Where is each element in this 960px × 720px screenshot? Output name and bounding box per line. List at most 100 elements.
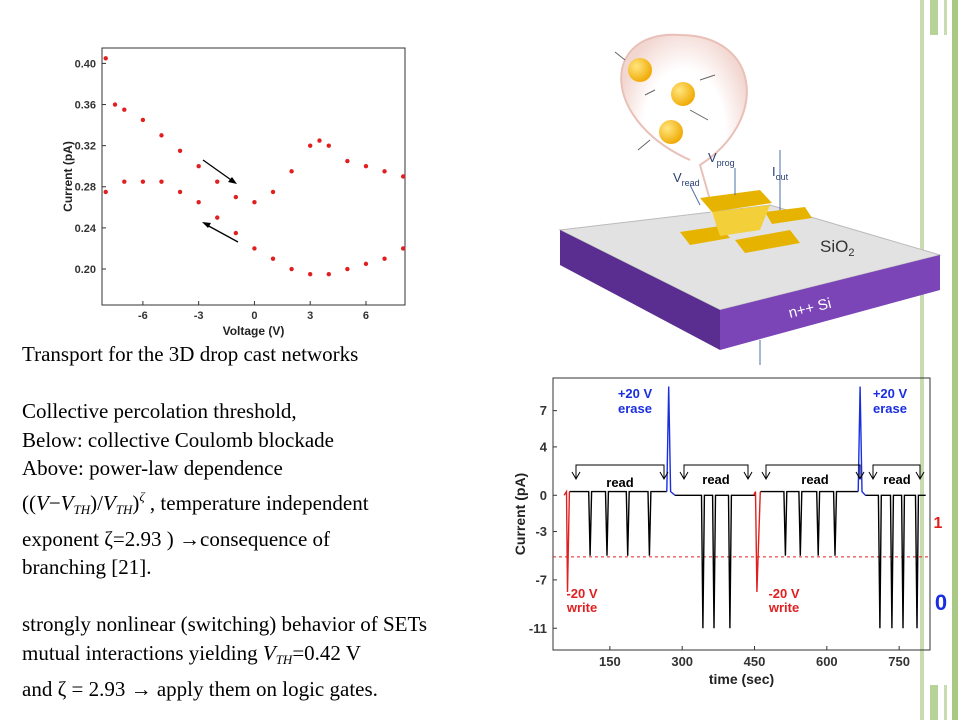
data-point (233, 194, 239, 200)
data-point (345, 266, 350, 272)
data-point (140, 179, 146, 184)
annotation: read (606, 475, 634, 490)
data-point (177, 189, 183, 195)
data-point (103, 189, 108, 195)
text-block: Transport for the 3D drop cast networks … (22, 340, 562, 703)
stripe (952, 0, 958, 720)
x-tick-label: 600 (816, 654, 838, 669)
data-point (159, 133, 164, 138)
x-axis-label: Voltage (V) (223, 324, 285, 338)
text-line: Collective percolation threshold, (22, 399, 297, 424)
y-axis-label: Current (pA) (512, 473, 528, 555)
data-point (122, 107, 127, 112)
x-axis-label: time (sec) (709, 671, 774, 687)
bracket-arrow (761, 471, 865, 481)
label: I (772, 164, 776, 179)
x-tick-label: -3 (194, 310, 204, 322)
data-point (177, 148, 183, 153)
bracket (683, 464, 749, 478)
arrow (202, 159, 235, 183)
text-line: Transport for the 3D drop cast networks (22, 342, 359, 366)
y-tick-label: -7 (535, 572, 547, 587)
label: SiO (820, 237, 848, 256)
data-point (215, 215, 220, 220)
annotation: 0 (935, 590, 947, 615)
bracket-arrow (868, 471, 925, 481)
text-line: exponent ζ=2.93 ) →consequence of (22, 526, 331, 551)
bracket-arrow (571, 471, 669, 481)
y-tick-label: 0.24 (75, 223, 97, 235)
data-point (252, 246, 257, 251)
annotation: +20 V (873, 386, 908, 401)
text-line: branching [21]. (22, 555, 152, 580)
data-line (666, 386, 866, 496)
text: − (48, 490, 61, 515)
data-point (270, 189, 276, 195)
annotation: -20 V (768, 586, 799, 601)
x-tick-label: 0 (251, 310, 257, 322)
device-diagram (558, 33, 942, 365)
data-point (400, 174, 406, 179)
label: read (682, 178, 700, 188)
y-tick-label: 0.36 (75, 99, 96, 111)
annotation: read (801, 472, 829, 487)
label: V (673, 170, 682, 185)
y-tick-label: 0.40 (75, 58, 96, 70)
data-point (196, 164, 201, 169)
text: TH (275, 651, 293, 667)
data-line (563, 489, 761, 593)
y-tick-label: 4 (540, 439, 548, 454)
data-point (289, 169, 294, 174)
diagram-label: SiO2 (820, 237, 854, 259)
x-tick-label: 3 (307, 310, 313, 322)
data-point (363, 261, 369, 267)
data-point (215, 179, 220, 184)
stripe (920, 0, 924, 720)
annotation: read (883, 472, 911, 487)
label: 2 (848, 247, 854, 259)
x-tick-label: 750 (888, 654, 910, 669)
x-tick-label: 300 (671, 654, 693, 669)
data-point (112, 102, 118, 107)
text: ) (132, 490, 140, 515)
data-point (233, 230, 239, 236)
data-point (317, 138, 322, 143)
bracket (872, 464, 921, 478)
annotation: -20 V (566, 586, 597, 601)
text: mutual interactions yielding (22, 640, 263, 665)
plot-frame (101, 47, 406, 306)
arrow-head (228, 177, 237, 184)
arrow-head (202, 222, 211, 228)
text-line: and ζ = 2.93 → apply them on logic gates… (22, 676, 378, 701)
text-line: Above: power-law dependence (22, 456, 283, 481)
stripe-cover (925, 35, 949, 685)
bracket (765, 464, 861, 478)
data-point (140, 117, 146, 123)
text: , temperature independent (144, 490, 369, 515)
text-line: mutual interactions yielding VTH=0.42 V (22, 639, 562, 675)
data-point (103, 56, 108, 61)
data-point (345, 158, 350, 164)
text: V (36, 490, 49, 515)
data-point (196, 200, 201, 205)
y-axis-label: Current (pA) (61, 141, 75, 212)
text: V (102, 490, 116, 515)
y-tick-label: -11 (529, 621, 547, 636)
bracket (575, 464, 665, 478)
annotation: read (702, 472, 730, 487)
label: out (776, 172, 789, 182)
text: V (60, 490, 74, 515)
annotation: erase (873, 401, 907, 416)
bracket-arrow (679, 471, 753, 481)
text: (( (22, 490, 36, 515)
y-tick-label: 0 (540, 488, 547, 503)
text-line: Below: collective Coulomb blockade (22, 427, 335, 452)
data-point (326, 143, 331, 148)
text: )/ (90, 490, 103, 515)
text: V (262, 640, 276, 665)
text-line: strongly nonlinear (switching) behavior … (22, 612, 428, 637)
data-point (252, 200, 257, 205)
label: V (708, 150, 717, 165)
